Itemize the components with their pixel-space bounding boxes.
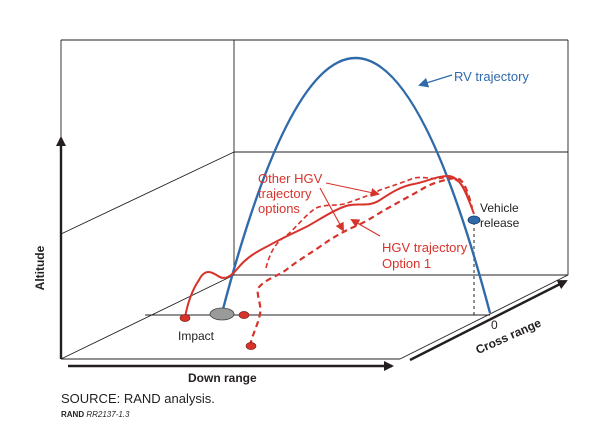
down-range-label: Down range bbox=[188, 371, 257, 385]
rv-trajectory-label: RV trajectory bbox=[454, 69, 529, 84]
altitude-axis-label: Altitude bbox=[33, 245, 47, 290]
credit-org: RAND bbox=[61, 410, 85, 419]
figure-credit: RAND RR2137-1.3 bbox=[61, 410, 129, 419]
rv-label-pointer bbox=[418, 74, 453, 88]
other-hgv-pointer-a bbox=[325, 182, 380, 197]
box-frame bbox=[60, 39, 569, 360]
hgv-option1-pointer bbox=[350, 219, 381, 237]
hgv-option1-label-line1: HGV trajectory bbox=[382, 240, 468, 255]
hgv-other-trajectory-lower bbox=[248, 176, 474, 347]
impact-marker bbox=[209, 307, 235, 321]
hgv-option1-trajectory bbox=[184, 174, 475, 319]
other-hgv-label-line2: trajectory bbox=[258, 186, 312, 201]
other-hgv-label-line3: options bbox=[258, 201, 300, 216]
hgv-impact-point-1 bbox=[179, 314, 191, 322]
vehicle-release-label-line2: release bbox=[480, 216, 520, 230]
vehicle-release-marker bbox=[467, 215, 481, 225]
zero-label: 0 bbox=[491, 318, 498, 332]
source-note: SOURCE: RAND analysis. bbox=[61, 391, 215, 406]
impact-label: Impact bbox=[178, 329, 215, 343]
hgv-impact-point-3 bbox=[245, 342, 257, 350]
hgv-option1-label-line2: Option 1 bbox=[382, 256, 431, 271]
rv-trajectory-curve bbox=[220, 57, 492, 314]
cross-range-axis-arrow bbox=[409, 279, 568, 362]
hgv-impact-point-2 bbox=[238, 311, 250, 319]
other-hgv-label-line1: Other HGV bbox=[258, 171, 323, 186]
credit-id: RR2137-1.3 bbox=[86, 410, 130, 419]
other-hgv-pointer-b bbox=[319, 187, 344, 232]
hgv-other-trajectory-upper bbox=[265, 176, 469, 269]
vehicle-release-label-line1: Vehicle bbox=[480, 201, 519, 215]
